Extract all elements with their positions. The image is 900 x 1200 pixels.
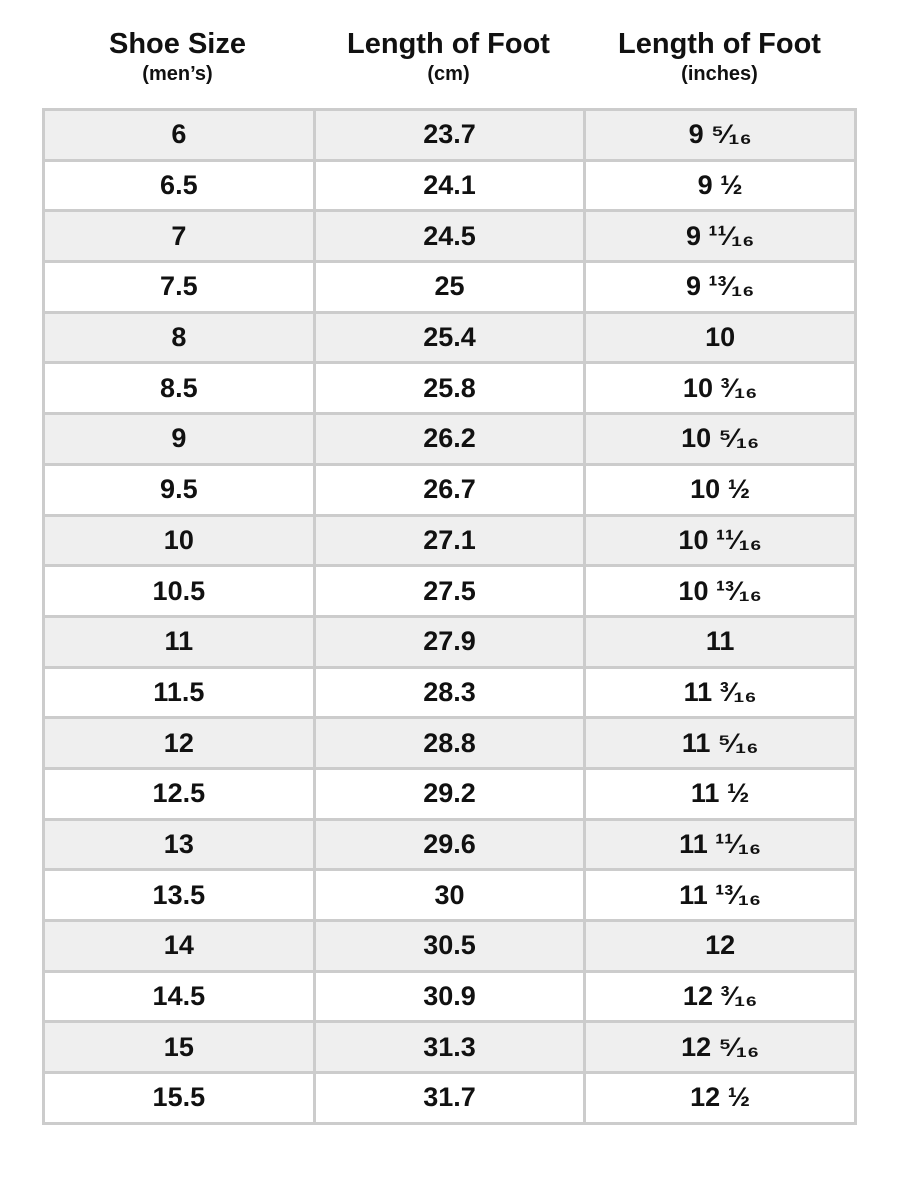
- cell-shoe-size: 14: [42, 919, 316, 973]
- cell-shoe-size: 11.5: [42, 665, 316, 720]
- cell-length-inches: 10: [583, 310, 857, 365]
- cell-length-inches: 12 ³⁄₁₆: [583, 969, 857, 1024]
- cell-length-cm: 31.3: [312, 1020, 587, 1075]
- cell-length-inches: 9 ½: [583, 158, 857, 213]
- cell-shoe-size: 7.5: [42, 260, 316, 314]
- table-row: 15 31.3 12 ⁵⁄₁₆: [42, 1020, 857, 1075]
- table-row: 6.5 24.1 9 ½: [42, 158, 857, 213]
- cell-shoe-size: 15.5: [42, 1071, 316, 1125]
- cell-shoe-size: 15: [42, 1020, 316, 1075]
- cell-length-cm: 30.9: [312, 969, 587, 1024]
- cell-shoe-size: 9.5: [42, 462, 316, 517]
- header-title: Shoe Size: [109, 28, 246, 60]
- cell-shoe-size: 12.5: [42, 766, 316, 821]
- cell-length-cm: 31.7: [312, 1071, 587, 1125]
- table-row: 14.5 30.9 12 ³⁄₁₆: [42, 969, 857, 1024]
- cell-shoe-size: 7: [42, 209, 316, 264]
- header-length-cm: Length of Foot (cm): [313, 26, 584, 86]
- cell-shoe-size: 8.5: [42, 361, 316, 416]
- cell-length-inches: 10 ½: [583, 462, 857, 517]
- cell-length-inches: 12 ½: [583, 1071, 857, 1125]
- cell-shoe-size: 10: [42, 513, 316, 568]
- cell-length-inches: 11 ¹³⁄₁₆: [583, 868, 857, 922]
- cell-length-inches: 11 ¹¹⁄₁₆: [583, 817, 857, 872]
- table-row: 12.5 29.2 11 ½: [42, 766, 857, 821]
- table-row: 11.5 28.3 11 ³⁄₁₆: [42, 665, 857, 720]
- table-row: 14 30.5 12: [42, 919, 857, 973]
- cell-shoe-size: 8: [42, 310, 316, 365]
- cell-length-cm: 30.5: [312, 919, 587, 973]
- cell-length-inches: 11 ½: [583, 766, 857, 821]
- header-title: Length of Foot: [347, 28, 550, 60]
- table-row: 7 24.5 9 ¹¹⁄₁₆: [42, 209, 857, 264]
- cell-length-cm: 23.7: [312, 108, 587, 162]
- header-subtitle: (cm): [427, 63, 470, 85]
- cell-length-inches: 9 ⁵⁄₁₆: [583, 108, 857, 162]
- cell-shoe-size: 6: [42, 108, 316, 162]
- table-row: 8 25.4 10: [42, 310, 857, 365]
- cell-length-cm: 28.3: [312, 665, 587, 720]
- table-row: 9 26.2 10 ⁵⁄₁₆: [42, 412, 857, 466]
- cell-shoe-size: 6.5: [42, 158, 316, 213]
- table-row: 13 29.6 11 ¹¹⁄₁₆: [42, 817, 857, 872]
- table-row: 15.5 31.7 12 ½: [42, 1071, 857, 1125]
- cell-length-inches: 10 ⁵⁄₁₆: [583, 412, 857, 466]
- size-chart-table: 6 23.7 9 ⁵⁄₁₆ 6.5 24.1 9 ½ 7 24.5 9 ¹¹⁄₁₆ 7.5 25 9 …: [42, 108, 857, 1125]
- cell-length-cm: 27.5: [312, 564, 587, 618]
- cell-length-cm: 29.2: [312, 766, 587, 821]
- table-row: 6 23.7 9 ⁵⁄₁₆: [42, 108, 857, 162]
- table-row: 9.5 26.7 10 ½: [42, 462, 857, 517]
- header-subtitle: (inches): [681, 63, 758, 85]
- cell-shoe-size: 13.5: [42, 868, 316, 922]
- cell-length-inches: 11 ⁵⁄₁₆: [583, 716, 857, 770]
- cell-length-cm: 25.4: [312, 310, 587, 365]
- header-length-inches: Length of Foot (inches): [584, 26, 855, 86]
- cell-length-inches: 12 ⁵⁄₁₆: [583, 1020, 857, 1075]
- cell-shoe-size: 10.5: [42, 564, 316, 618]
- cell-length-cm: 25: [312, 260, 587, 314]
- cell-length-inches: 9 ¹³⁄₁₆: [583, 260, 857, 314]
- cell-shoe-size: 13: [42, 817, 316, 872]
- table-row: 7.5 25 9 ¹³⁄₁₆: [42, 260, 857, 314]
- cell-length-inches: 10 ¹¹⁄₁₆: [583, 513, 857, 568]
- cell-length-inches: 11: [583, 614, 857, 669]
- header-shoe-size: Shoe Size (men’s): [42, 26, 313, 86]
- table-row: 8.5 25.8 10 ³⁄₁₆: [42, 361, 857, 416]
- cell-shoe-size: 14.5: [42, 969, 316, 1024]
- cell-length-cm: 27.1: [312, 513, 587, 568]
- cell-length-inches: 9 ¹¹⁄₁₆: [583, 209, 857, 264]
- cell-length-inches: 12: [583, 919, 857, 973]
- cell-length-cm: 28.8: [312, 716, 587, 770]
- cell-length-cm: 29.6: [312, 817, 587, 872]
- cell-length-cm: 26.2: [312, 412, 587, 466]
- table-row: 13.5 30 11 ¹³⁄₁₆: [42, 868, 857, 922]
- table-header: Shoe Size (men’s) Length of Foot (cm) Le…: [42, 26, 857, 86]
- header-title: Length of Foot: [618, 28, 821, 60]
- cell-shoe-size: 12: [42, 716, 316, 770]
- cell-length-inches: 10 ¹³⁄₁₆: [583, 564, 857, 618]
- table-row: 12 28.8 11 ⁵⁄₁₆: [42, 716, 857, 770]
- header-subtitle: (men’s): [142, 63, 213, 85]
- cell-length-cm: 24.1: [312, 158, 587, 213]
- table-row: 10.5 27.5 10 ¹³⁄₁₆: [42, 564, 857, 618]
- cell-shoe-size: 11: [42, 614, 316, 669]
- cell-length-inches: 11 ³⁄₁₆: [583, 665, 857, 720]
- cell-length-cm: 24.5: [312, 209, 587, 264]
- cell-length-inches: 10 ³⁄₁₆: [583, 361, 857, 416]
- table-row: 11 27.9 11: [42, 614, 857, 669]
- table-row: 10 27.1 10 ¹¹⁄₁₆: [42, 513, 857, 568]
- cell-length-cm: 30: [312, 868, 587, 922]
- cell-shoe-size: 9: [42, 412, 316, 466]
- cell-length-cm: 27.9: [312, 614, 587, 669]
- cell-length-cm: 26.7: [312, 462, 587, 517]
- cell-length-cm: 25.8: [312, 361, 587, 416]
